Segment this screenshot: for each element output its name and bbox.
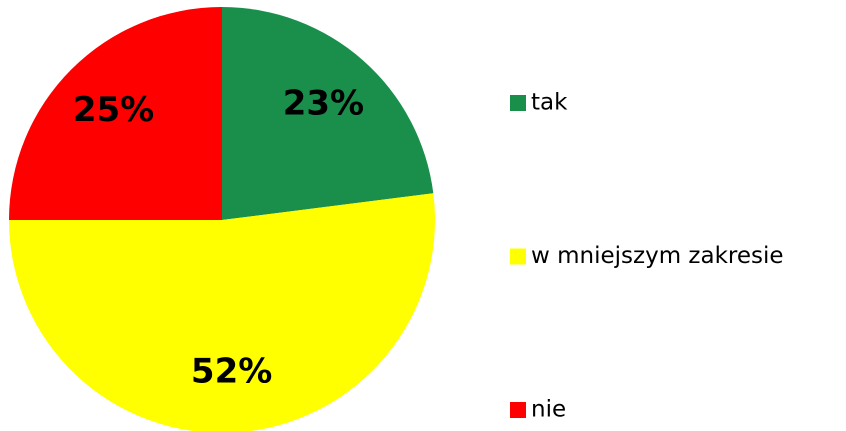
legend-label: nie	[531, 397, 566, 423]
pie-slice	[9, 7, 222, 220]
legend-swatch	[510, 248, 526, 265]
legend-label: tak	[531, 90, 568, 116]
legend-label: w mniejszym zakresie	[531, 243, 784, 269]
pie-slice	[9, 193, 435, 431]
legend-swatch	[510, 95, 526, 111]
pie-slice	[222, 7, 434, 220]
slice-label: 52%	[191, 352, 272, 392]
legend-swatch	[510, 402, 526, 418]
slice-label: 25%	[73, 90, 154, 130]
slice-label: 23%	[283, 83, 364, 123]
